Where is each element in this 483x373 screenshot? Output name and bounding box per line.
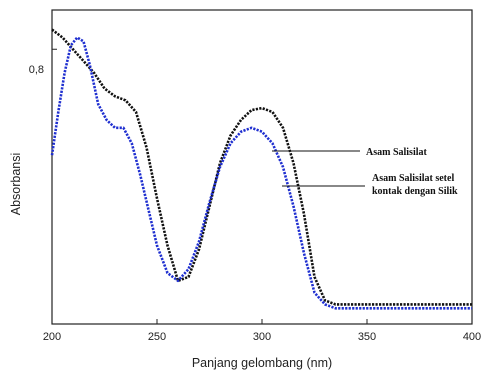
plot-frame bbox=[51, 9, 473, 325]
x-tick-label: 400 bbox=[463, 331, 481, 343]
x-tick-label: 350 bbox=[358, 331, 376, 343]
series-line-1 bbox=[50, 36, 472, 310]
series-layer bbox=[50, 28, 472, 310]
annotation-asam-salisilat-silika-line2: kontak dengan Silik bbox=[372, 186, 458, 197]
annotation-asam-salisilat-silika-line1: Asam Salisilat setel bbox=[372, 173, 454, 184]
y-tick-label: 0,8 bbox=[29, 64, 44, 76]
x-tick-label: 200 bbox=[43, 331, 61, 343]
tick-layer bbox=[51, 48, 473, 324]
series-line-0 bbox=[51, 28, 472, 306]
y-axis-label: Absorbansi bbox=[9, 153, 23, 216]
annotation-asam-salisilat: Asam Salisilat bbox=[366, 147, 428, 158]
x-axis-label: Panjang gelombang (nm) bbox=[192, 356, 332, 370]
x-tick-label: 300 bbox=[253, 331, 271, 343]
x-tick-label: 250 bbox=[148, 331, 166, 343]
